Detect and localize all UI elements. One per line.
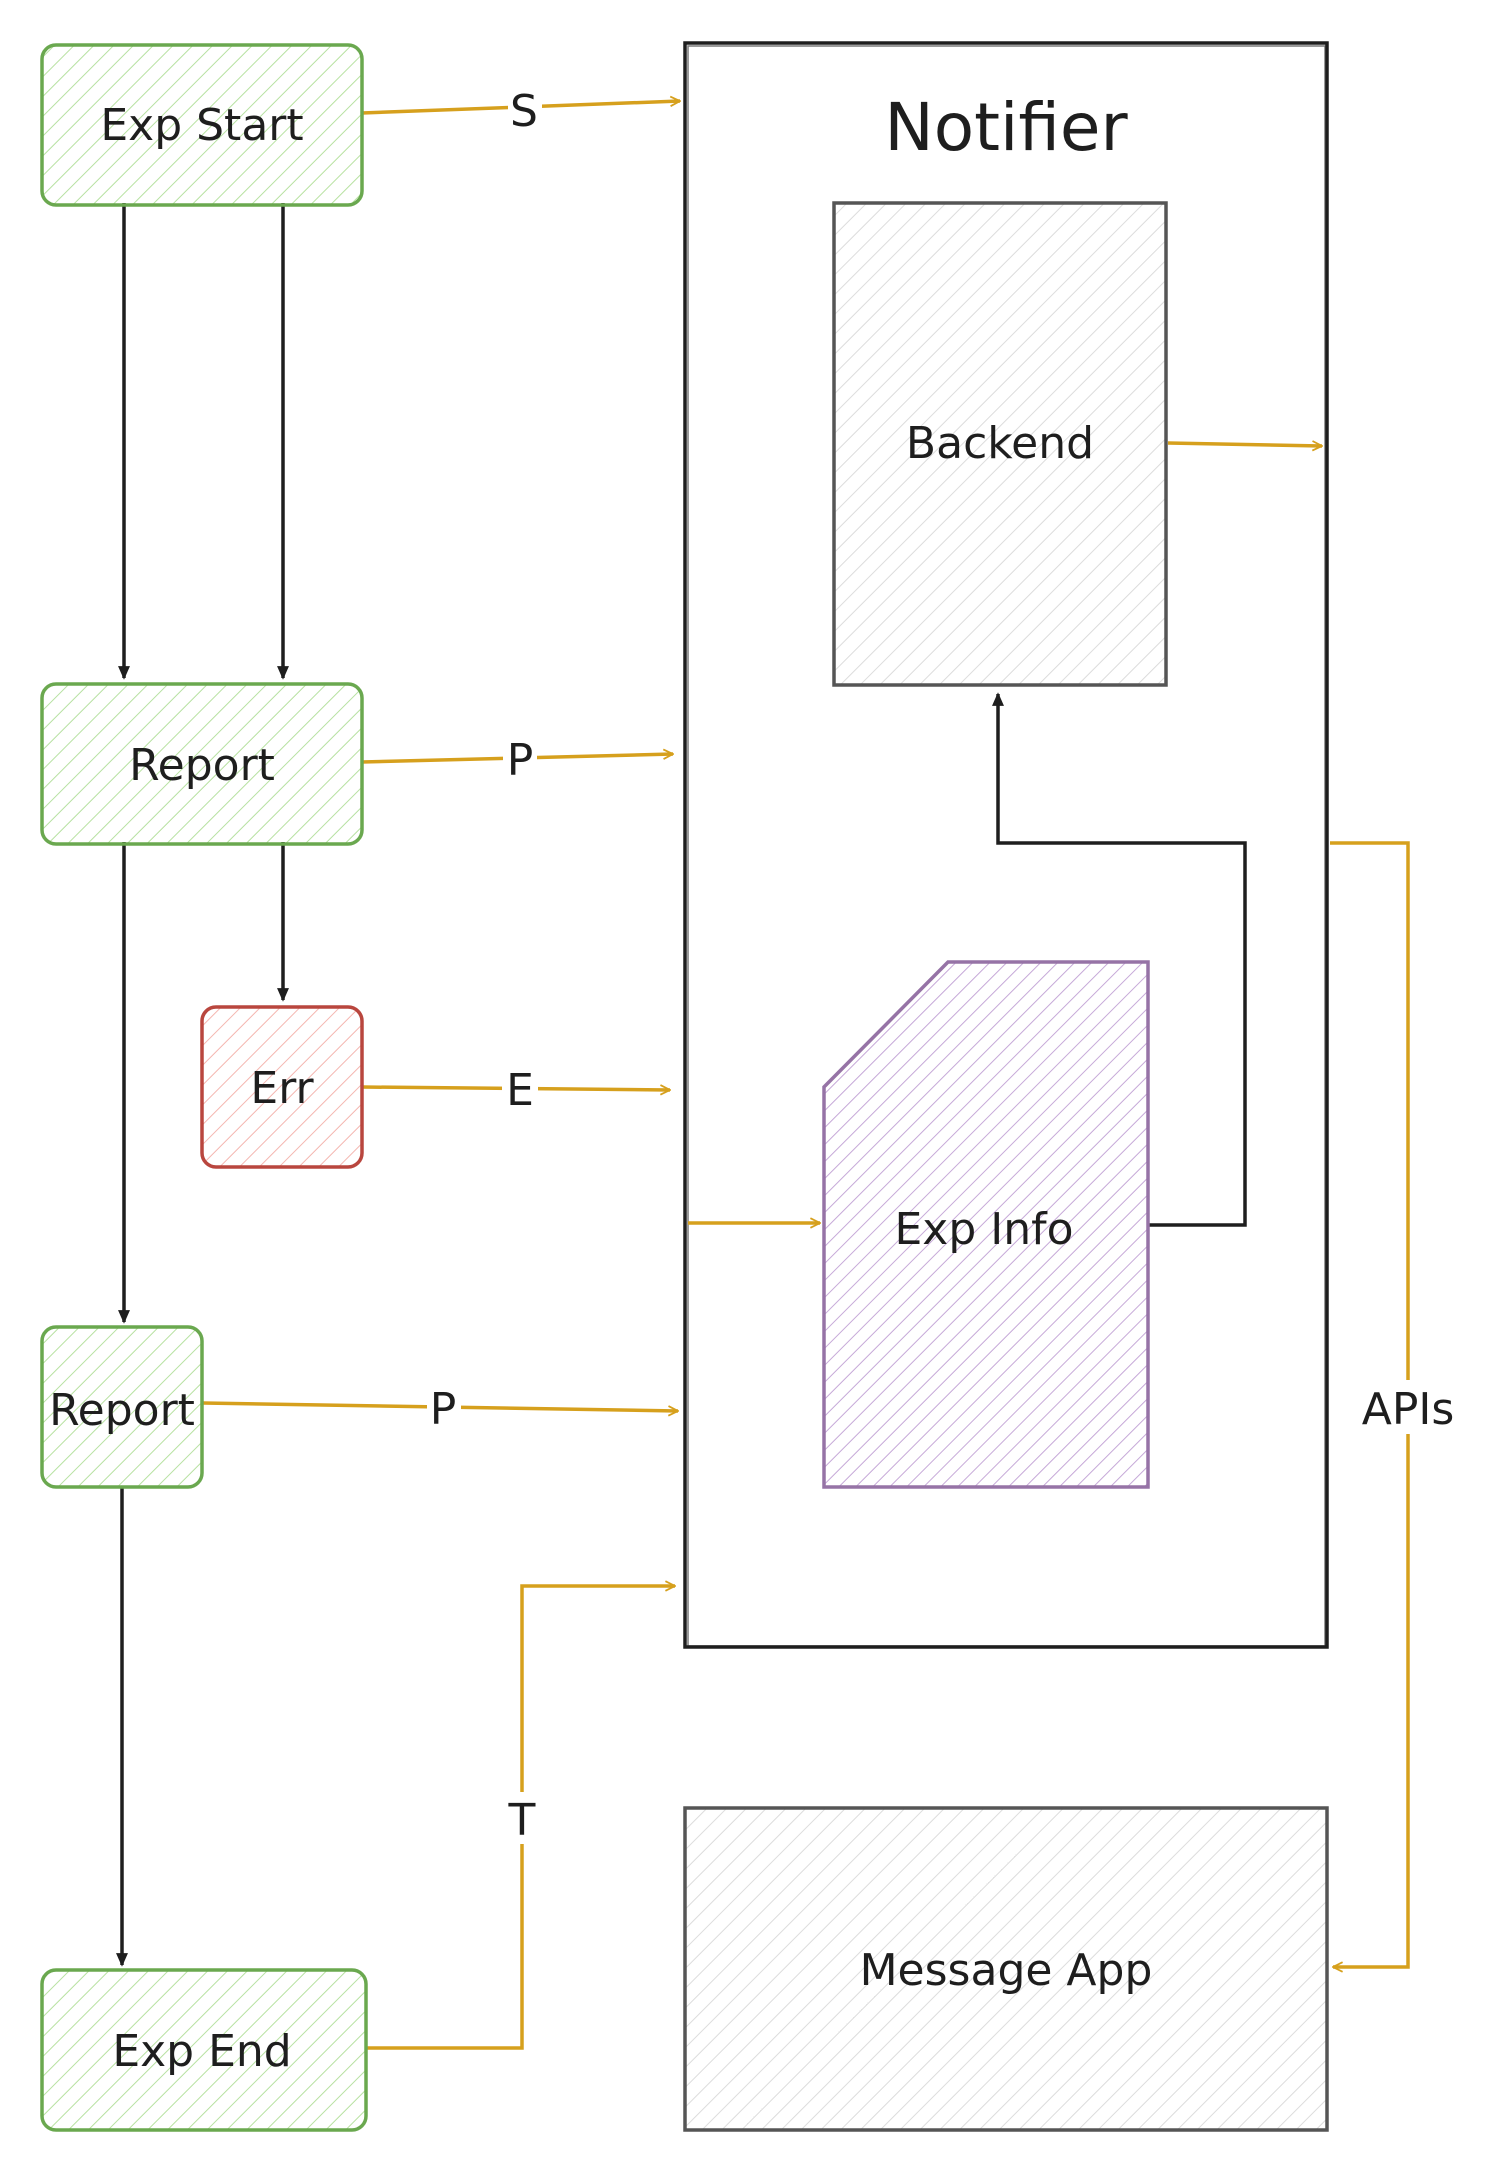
backend-label: Backend: [906, 418, 1094, 469]
message-app-label: Message App: [860, 1945, 1153, 1996]
node-backend: Backend: [832, 201, 1168, 687]
edge-label-progress-2: P: [430, 1384, 457, 1435]
arrow-backend-to-notifier: [1167, 443, 1322, 446]
notifier-container: Notifier: [683, 41, 1329, 1649]
exp-info-label: Exp Info: [894, 1204, 1073, 1255]
node-exp-start: Exp Start: [40, 43, 364, 207]
node-report-1: Report: [40, 682, 364, 846]
node-err: Err: [200, 1005, 364, 1169]
node-exp-end: Exp End: [40, 1968, 368, 2132]
node-report-2: Report: [40, 1325, 204, 1489]
edge-label-error: E: [506, 1065, 534, 1116]
err-label: Err: [250, 1063, 314, 1114]
notifier-title: Notifier: [884, 89, 1128, 166]
edge-labels: S P E P T APIs: [427, 82, 1464, 1846]
arrow-expinfo-to-backend: [998, 694, 1247, 1227]
exp-start-label: Exp Start: [100, 100, 303, 151]
report-1-label: Report: [129, 740, 275, 791]
flow-arrows-orange: [202, 101, 1410, 2050]
report-2-label: Report: [49, 1385, 195, 1436]
edge-label-apis: APIs: [1362, 1384, 1455, 1435]
edge-label-progress-1: P: [507, 735, 534, 786]
node-message-app: Message App: [683, 1806, 1329, 2132]
edge-label-start: S: [510, 86, 538, 137]
edge-label-end: T: [508, 1795, 536, 1846]
node-exp-info: Exp Info: [822, 960, 1150, 1489]
flow-arrows-black: [122, 203, 1247, 1965]
exp-end-label: Exp End: [112, 2026, 291, 2077]
